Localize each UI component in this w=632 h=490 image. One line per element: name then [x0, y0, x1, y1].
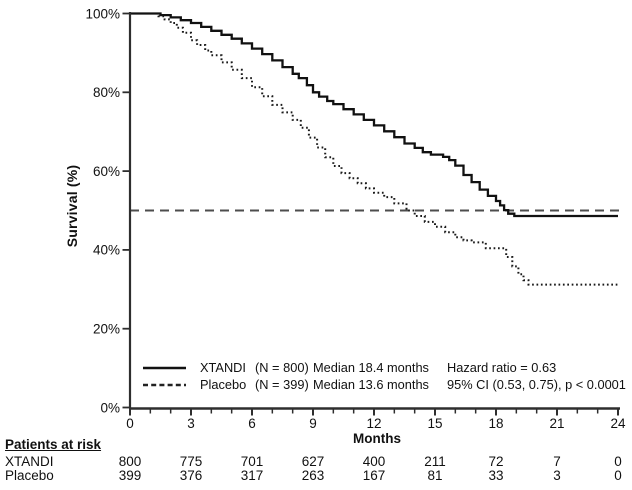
risk-count: 33 [488, 468, 504, 483]
risk-count: 376 [179, 468, 203, 483]
risk-count: 81 [427, 468, 443, 483]
legend-series-name: XTANDI [200, 360, 246, 375]
x-tick-label: 6 [248, 416, 256, 431]
risk-count: 627 [301, 454, 325, 469]
risk-count: 7 [553, 454, 561, 469]
x-axis-title: Months [353, 431, 401, 446]
risk-count: 167 [362, 468, 386, 483]
y-tick-label: 100% [85, 6, 120, 21]
risk-count: 0 [614, 468, 622, 483]
x-tick-label: 24 [610, 416, 626, 431]
x-tick-label: 12 [366, 416, 381, 431]
legend-row-placebo: Placebo (N = 399) Median 13.6 months 95%… [143, 377, 626, 394]
risk-count: 800 [118, 454, 142, 469]
y-tick-label: 40% [93, 243, 120, 258]
risk-count: 0 [614, 454, 622, 469]
x-tick-label: 15 [427, 416, 442, 431]
x-tick-label: 0 [126, 416, 134, 431]
series-curve-xtandi [130, 12, 618, 218]
x-tick-label: 21 [549, 416, 564, 431]
risk-count: 775 [179, 454, 203, 469]
risk-count: 263 [301, 468, 325, 483]
legend-series-stat: 95% CI (0.53, 0.75), p < 0.0001 [447, 376, 626, 392]
y-tick-label: 80% [93, 85, 120, 100]
x-tick-label: 18 [488, 416, 503, 431]
legend-series-median: Median 18.4 months [313, 360, 429, 375]
y-tick-label: 60% [93, 164, 120, 179]
legend-series-n: (N = 800) [255, 360, 309, 375]
risk-count: 701 [240, 454, 264, 469]
legend-series-median: Median 13.6 months [313, 376, 429, 392]
legend-row-xtandi: XTANDI (N = 800) Median 18.4 months Haza… [143, 360, 626, 377]
risk-count: 400 [362, 454, 386, 469]
risk-count: 3 [553, 468, 561, 483]
risk-row-label-placebo: Placebo [5, 468, 54, 483]
legend-series-n: (N = 399) [255, 376, 309, 392]
series-curve-placebo [130, 12, 618, 286]
x-tick-label: 9 [309, 416, 317, 431]
legend-line-solid-icon [143, 365, 186, 371]
legend: XTANDI (N = 800) Median 18.4 months Haza… [143, 360, 626, 393]
y-tick-label: 20% [93, 322, 120, 337]
y-tick-label: 0% [100, 400, 120, 415]
legend-line-dashed-icon [143, 382, 186, 388]
risk-row-label-xtandi: XTANDI [5, 454, 54, 469]
risk-count: 211 [424, 454, 446, 469]
risk-table-header: Patients at risk [5, 437, 102, 452]
x-tick-label: 3 [187, 416, 195, 431]
risk-count: 399 [118, 468, 142, 483]
legend-series-name: Placebo [200, 376, 247, 392]
risk-count: 72 [488, 454, 504, 469]
legend-series-stat: Hazard ratio = 0.63 [447, 360, 557, 375]
risk-count: 317 [240, 468, 264, 483]
y-axis-title: Survival (%) [64, 164, 80, 248]
